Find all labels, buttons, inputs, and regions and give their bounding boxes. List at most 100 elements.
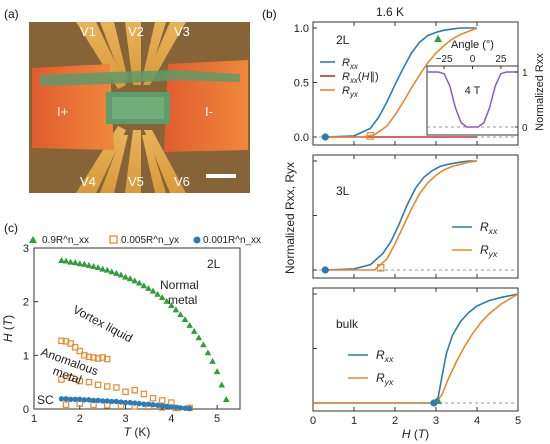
inset-y-axis-label: Normalized Rxx: [534, 53, 546, 131]
square-point: [113, 384, 120, 391]
triangle-point: [122, 273, 129, 280]
x-tick-label: 2: [77, 413, 83, 425]
terminal-v1: V1: [80, 24, 96, 39]
triangle-point: [190, 327, 198, 334]
terminal-v5: V5: [128, 174, 144, 189]
triangle-point: [204, 349, 212, 356]
x-tick-label: 1: [31, 413, 37, 425]
triangle-point: [99, 265, 106, 272]
x-tick-label: 0: [310, 415, 316, 427]
circle-point: [127, 399, 133, 406]
circle-point: [67, 396, 74, 403]
legend-text: Ryx​: [342, 85, 359, 99]
circle-point: [141, 401, 147, 407]
inset-x-tick-label: −25: [436, 54, 453, 65]
angle-inset: Angle (°) −25 0 25 0 1 4 T Normalized Rxx: [426, 39, 546, 136]
circle-point: [72, 396, 78, 403]
x-tick-label: 1: [351, 415, 357, 427]
square-point: [81, 352, 88, 359]
square-point: [90, 354, 97, 361]
x-axis-label: H (T): [402, 427, 429, 441]
triangle-point: [103, 266, 111, 273]
triangle-point: [218, 381, 225, 388]
legend-text: Ryx​: [480, 243, 498, 259]
plot-frame: [33, 247, 241, 410]
circle-point: [173, 404, 179, 411]
square-point: [104, 355, 111, 363]
triangle-point: [85, 261, 93, 268]
square-point: [122, 388, 129, 396]
y-tick-label: 0.5: [294, 78, 309, 90]
triangle-point: [195, 334, 203, 341]
legend-text: Rxx​: [376, 348, 394, 364]
series-rxx: [313, 293, 519, 404]
scale-bar: [206, 174, 236, 178]
square-point: [62, 401, 70, 408]
x-tick-label: 2: [392, 415, 398, 427]
y-tick-label: 0: [23, 404, 29, 416]
inset-title: Angle (°): [451, 39, 494, 51]
terminal-i-plus: I+: [57, 104, 68, 119]
plot-frame: [312, 154, 519, 279]
circle-point: [136, 400, 142, 407]
triangle-point: [172, 306, 180, 313]
square-marker: [376, 264, 385, 272]
circle-point: [58, 396, 65, 402]
rxx-ryx-3l-plot: 3L Rxx​ Ryx​ Normalized Rxx, Ryx: [283, 154, 519, 279]
sample-label: bulk: [336, 317, 359, 331]
triangle-point: [145, 284, 152, 291]
circle-point: [122, 399, 129, 406]
y-tick-label: 1.0: [294, 23, 309, 35]
circle-point: [95, 397, 101, 404]
triangle-point: [222, 396, 230, 402]
circle-point: [104, 398, 110, 404]
triangle-point: [62, 257, 70, 264]
circle-marker: [321, 266, 329, 274]
inset-field-label: 4 T: [465, 85, 481, 97]
x-axis-label: T (K): [124, 425, 151, 439]
circle-point: [186, 405, 193, 412]
device-micrograph: V1 V2 V3 V4 V5 V6 I+ I-: [29, 22, 250, 193]
triangle-point: [140, 282, 148, 289]
square-point: [140, 390, 148, 398]
triangle-point: [154, 290, 161, 297]
legend-0.005ryx-text: 0.005R^n_yx: [121, 235, 179, 246]
square-point: [76, 377, 84, 385]
triangle-point: [94, 264, 102, 270]
inset-y-tick-label: 1: [522, 68, 528, 79]
triangle-point: [76, 260, 84, 267]
circle-point: [113, 398, 120, 405]
inset-curve: [427, 71, 518, 128]
x-tick-label: 3: [433, 415, 439, 427]
legend-text: Rxx​(H∥): [342, 71, 379, 85]
circle-marker: [430, 399, 438, 407]
circle-point: [182, 405, 188, 411]
rxx-ryx-2l-plot: 0.0 0.5 1.0 2L Rxx​Rxx​(H∥)Ryx​: [294, 21, 519, 146]
circle-point: [164, 403, 170, 410]
circle-point: [132, 400, 138, 406]
square-point: [104, 383, 111, 390]
square-point: [71, 344, 79, 351]
y-tick-label: 1: [23, 350, 29, 362]
triangle-point: [168, 302, 175, 309]
legend-0.9rxx-text: 0.9R^n_xx: [42, 235, 89, 246]
circle-point: [63, 396, 69, 402]
circle-point: [154, 402, 161, 408]
terminal-v2: V2: [128, 24, 144, 39]
circle-point: [177, 405, 184, 411]
square-point: [85, 378, 93, 386]
triangle-point: [81, 260, 88, 267]
triangle-point: [67, 258, 74, 265]
circle-point: [150, 402, 156, 408]
inset-x-tick-label: 25: [495, 54, 507, 65]
sample-label: 3L: [336, 184, 350, 198]
rxx-ryx-bulk-plot: 0 1 2 3 4 5 H (T) bulk Rxx​ Ryx​: [310, 287, 521, 441]
triangle-point: [113, 269, 120, 276]
legend-triangle-marker: [29, 236, 37, 243]
square-point: [76, 347, 84, 355]
panel-b-label: (b): [262, 7, 277, 21]
series-rxx: [325, 160, 477, 271]
square-point: [149, 395, 157, 402]
triangle-point: [177, 311, 184, 318]
